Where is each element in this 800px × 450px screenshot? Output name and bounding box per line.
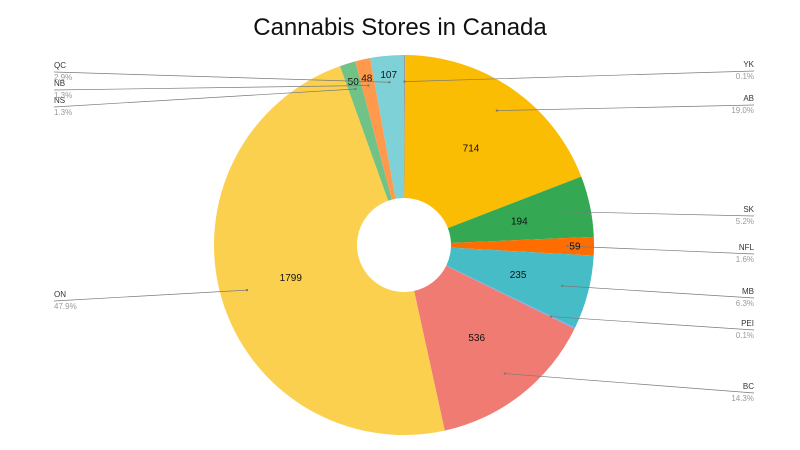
slice-yk	[404, 55, 406, 199]
slice-ns	[340, 61, 392, 201]
legend-percent-ns: 1.3%	[54, 108, 72, 117]
legend-percent-bc: 14.3%	[731, 394, 754, 403]
leader-dot-bc	[503, 372, 507, 375]
leader-line-sk	[563, 211, 755, 217]
legend-percent-mb: 6.3%	[736, 299, 754, 308]
slice-sk	[447, 176, 594, 243]
chart-title: Cannabis Stores in Canada	[253, 14, 547, 41]
legend-percent-nfl: 1.6%	[736, 255, 754, 264]
leader-line-ns	[53, 88, 356, 108]
legend-percent-nb: 1.3%	[54, 91, 72, 100]
slice-ab	[404, 55, 582, 229]
leader-dot-qc	[388, 81, 391, 84]
leader-dot-ns	[354, 87, 357, 91]
slice-value-bc: 536	[468, 333, 485, 344]
leader-line-qc	[53, 71, 390, 83]
legend-percent-on: 47.9%	[54, 302, 77, 311]
legend-label-sk: SK	[743, 205, 754, 214]
leader-dot-nb	[367, 84, 370, 87]
slice-mb	[446, 247, 594, 328]
slice-qc	[370, 55, 404, 199]
leader-dot-mb	[560, 284, 564, 288]
legend-label-bc: BC	[743, 382, 754, 391]
leader-dot-pei	[549, 315, 553, 318]
leader-line-mb	[562, 285, 755, 299]
slice-on	[213, 66, 445, 436]
legend-label-yk: YK	[743, 60, 754, 69]
slice-value-qc: 107	[380, 70, 397, 81]
legend-label-nb: NB	[54, 79, 65, 88]
legend-label-pei: PEI	[741, 319, 754, 328]
slice-nb	[355, 58, 396, 200]
legend-label-qc: QC	[54, 61, 66, 70]
leader-line-ab	[496, 104, 755, 111]
leader-line-bc	[504, 373, 755, 394]
slice-value-ab: 714	[463, 144, 480, 155]
leader-dot-nfl	[566, 244, 569, 248]
leader-dot-ab	[495, 109, 499, 112]
legend-label-ab: AB	[743, 94, 754, 103]
legend-label-ns: NS	[54, 96, 65, 105]
slice-pei	[446, 265, 576, 329]
legend-label-on: ON	[54, 290, 66, 299]
leader-line-nfl	[567, 245, 755, 255]
slice-value-mb: 235	[510, 270, 527, 281]
legend-label-mb: MB	[742, 287, 754, 296]
leader-line-pei	[550, 316, 755, 331]
legend-percent-ab: 19.0%	[731, 106, 754, 115]
legend-percent-qc: 2.9%	[54, 73, 72, 82]
slice-value-ns: 50	[348, 77, 360, 88]
leader-line-nb	[53, 85, 369, 91]
slice-value-on: 1799	[280, 273, 303, 284]
leader-line-on	[53, 289, 247, 302]
slice-value-sk: 194	[511, 216, 528, 227]
legend-percent-sk: 5.2%	[736, 217, 754, 226]
legend-label-nfl: NFL	[739, 243, 755, 252]
slice-bc	[414, 265, 575, 431]
leader-line-yk	[404, 70, 755, 82]
leader-dot-yk	[403, 80, 406, 83]
legend-percent-yk: 0.1%	[736, 72, 754, 81]
legend-percent-pei: 0.1%	[736, 331, 754, 340]
slice-value-nb: 48	[361, 74, 373, 85]
leader-dot-on	[245, 288, 249, 292]
slice-nfl	[450, 236, 595, 256]
slice-value-nfl: 59	[569, 242, 581, 253]
leader-dot-sk	[562, 210, 566, 213]
